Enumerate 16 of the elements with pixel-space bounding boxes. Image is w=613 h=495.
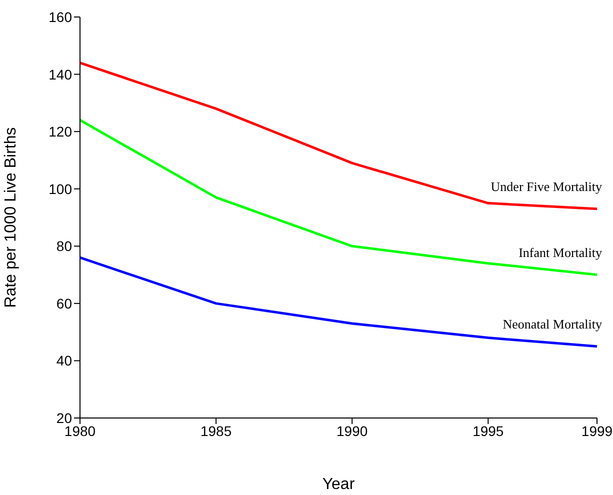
y-tick-label: 100 bbox=[48, 180, 72, 197]
x-tick-label: 1995 bbox=[472, 422, 504, 439]
x-axis-title: Year bbox=[322, 476, 356, 493]
y-tick-label: 140 bbox=[48, 66, 72, 82]
x-tick-label: 1985 bbox=[200, 422, 232, 439]
x-tick-label: 1999 bbox=[581, 422, 613, 439]
x-tick-label: 1990 bbox=[336, 422, 368, 439]
y-tick-label: 120 bbox=[48, 124, 72, 140]
series-label: Infant Mortality bbox=[518, 244, 602, 260]
series-label: Neonatal Mortality bbox=[502, 316, 602, 332]
y-tick-label: 60 bbox=[56, 295, 72, 312]
y-tick-label: 40 bbox=[56, 352, 72, 369]
series-label: Under Five Mortality bbox=[490, 178, 602, 194]
y-tick-label: 160 bbox=[48, 8, 72, 25]
y-tick-label: 80 bbox=[56, 238, 72, 254]
y-axis-title: Rate per 1000 Live Births bbox=[2, 127, 20, 308]
